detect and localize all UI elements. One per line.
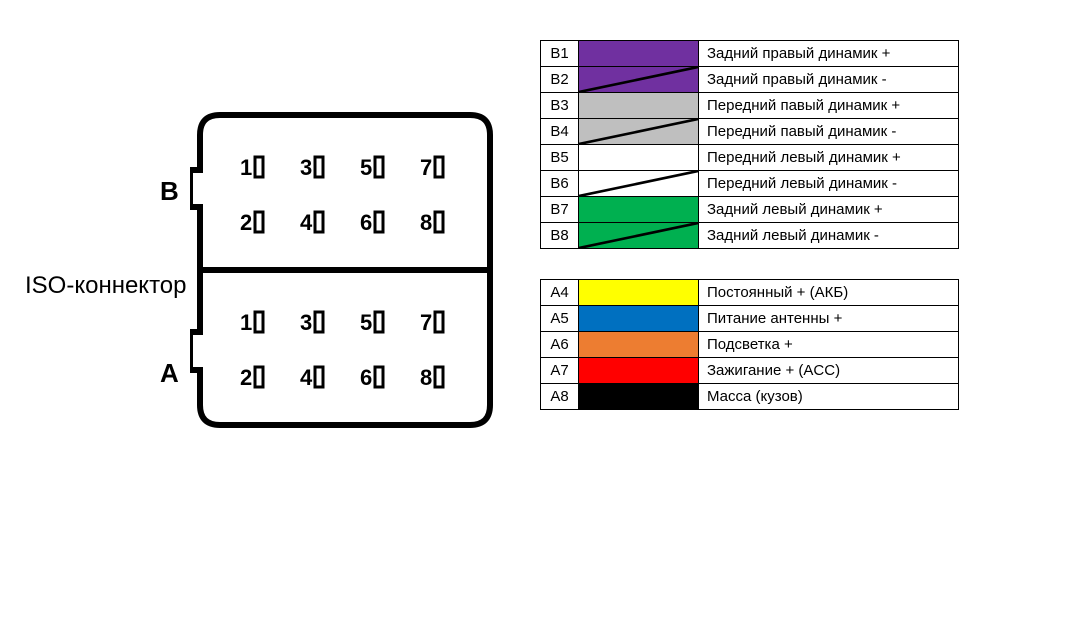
pin-b3: 3 (300, 155, 323, 180)
legend-b-row: B2 Задний правый динамик - (541, 67, 959, 93)
pin-b6: 6 (360, 210, 383, 235)
legend-b-color-swatch (579, 145, 699, 171)
legend-b-color-swatch (579, 223, 699, 249)
legend-b-row: B6 Передний левый динамик - (541, 171, 959, 197)
legend-a-row: A7 Зажигание + (ACC) (541, 358, 959, 384)
legend-b-description: Передний левый динамик - (699, 171, 959, 197)
legend-a-pin-label: A8 (541, 384, 579, 410)
legend-b-pin-label: B1 (541, 41, 579, 67)
legend-b-pin-label: B2 (541, 67, 579, 93)
pin-a3: 3 (300, 310, 323, 335)
svg-text:4: 4 (300, 365, 313, 390)
pin-a1: 1 (240, 310, 263, 335)
svg-text:5: 5 (360, 310, 372, 335)
legend-a-description: Подсветка + (699, 332, 959, 358)
pin-a8: 8 (420, 365, 443, 390)
svg-text:2: 2 (240, 210, 252, 235)
legend-a-row: A4 Постоянный + (АКБ) (541, 280, 959, 306)
legend-b-description: Задний правый динамик + (699, 41, 959, 67)
legend-b-color-swatch (579, 171, 699, 197)
legend-a-row: A6 Подсветка + (541, 332, 959, 358)
svg-text:2: 2 (240, 365, 252, 390)
pin-b8: 8 (420, 210, 443, 235)
pin-b5: 5 (360, 155, 383, 180)
legend-b-pin-label: B3 (541, 93, 579, 119)
legend-table-a: A4Постоянный + (АКБ)A5Питание антенны +A… (540, 279, 959, 410)
connector-title: ISO-коннектор (25, 272, 187, 300)
legend-table-b: B1 Задний правый динамик + B2 Задний правый… (540, 40, 959, 249)
legend-a-color-swatch (579, 306, 699, 332)
legend-b-description: Передний павый динамик + (699, 93, 959, 119)
legend-b-row: B7 Задний левый динамик + (541, 197, 959, 223)
svg-text:3: 3 (300, 155, 312, 180)
legend-a-color-swatch (579, 384, 699, 410)
pin-a2: 2 (240, 365, 263, 390)
legend-b-description: Передний павый динамик - (699, 119, 959, 145)
legend-a-pin-label: A4 (541, 280, 579, 306)
legend-b-pin-label: B7 (541, 197, 579, 223)
svg-text:7: 7 (420, 155, 432, 180)
legend-b-row: B3 Передний павый динамик + (541, 93, 959, 119)
svg-text:6: 6 (360, 210, 372, 235)
section-a-label: A (160, 358, 179, 389)
svg-text:8: 8 (420, 210, 432, 235)
legend-a-pin-label: A6 (541, 332, 579, 358)
svg-text:7: 7 (420, 310, 432, 335)
pin-a5: 5 (360, 310, 383, 335)
legend-a-description: Питание антенны + (699, 306, 959, 332)
pin-a4: 4 (300, 365, 323, 390)
legend-b-color-swatch (579, 119, 699, 145)
legend-b-description: Передний левый динамик + (699, 145, 959, 171)
legend-b-description: Задний левый динамик + (699, 197, 959, 223)
connector-outline: 1 3 5 7 2 4 6 8 1 3 5 7 2 4 6 8 (190, 100, 500, 440)
svg-text:6: 6 (360, 365, 372, 390)
legend-b-row: B8 Задний левый динамик - (541, 223, 959, 249)
pin-b4: 4 (300, 210, 323, 235)
legend-a-color-swatch (579, 358, 699, 384)
connector-diagram: ISO-коннектор B A 1 3 5 7 2 4 6 8 1 3 5 … (190, 100, 500, 445)
svg-text:5: 5 (360, 155, 372, 180)
legend-a-color-swatch (579, 332, 699, 358)
legend-b-description: Задний правый динамик - (699, 67, 959, 93)
legend-b-row: B5 Передний левый динамик + (541, 145, 959, 171)
svg-text:1: 1 (240, 310, 252, 335)
section-b-label: B (160, 176, 179, 207)
legend-a-color-swatch (579, 280, 699, 306)
legend-b-row: B1 Задний правый динамик + (541, 41, 959, 67)
svg-text:1: 1 (240, 155, 252, 180)
svg-text:3: 3 (300, 310, 312, 335)
svg-text:8: 8 (420, 365, 432, 390)
legend-a-pin-label: A7 (541, 358, 579, 384)
legend-b-color-swatch (579, 41, 699, 67)
legend-a-row: A8 Масса (кузов) (541, 384, 959, 410)
legend-b-color-swatch (579, 197, 699, 223)
legend-a-description: Масса (кузов) (699, 384, 959, 410)
legend-b-color-swatch (579, 67, 699, 93)
legend-b-pin-label: B6 (541, 171, 579, 197)
svg-text:4: 4 (300, 210, 313, 235)
legend-b-description: Задний левый динамик - (699, 223, 959, 249)
legend-b-pin-label: B4 (541, 119, 579, 145)
pin-a6: 6 (360, 365, 383, 390)
legend-a-row: A5 Питание антенны + (541, 306, 959, 332)
pin-a7: 7 (420, 310, 443, 335)
pin-b2: 2 (240, 210, 263, 235)
legend-a-pin-label: A5 (541, 306, 579, 332)
legend-b-pin-label: B8 (541, 223, 579, 249)
legend-b-row: B4 Передний павый динамик - (541, 119, 959, 145)
legend-b-color-swatch (579, 93, 699, 119)
legend-a-description: Постоянный + (АКБ) (699, 280, 959, 306)
legend-a-description: Зажигание + (ACC) (699, 358, 959, 384)
pin-b1: 1 (240, 155, 263, 180)
legend-b-pin-label: B5 (541, 145, 579, 171)
pin-b7: 7 (420, 155, 443, 180)
